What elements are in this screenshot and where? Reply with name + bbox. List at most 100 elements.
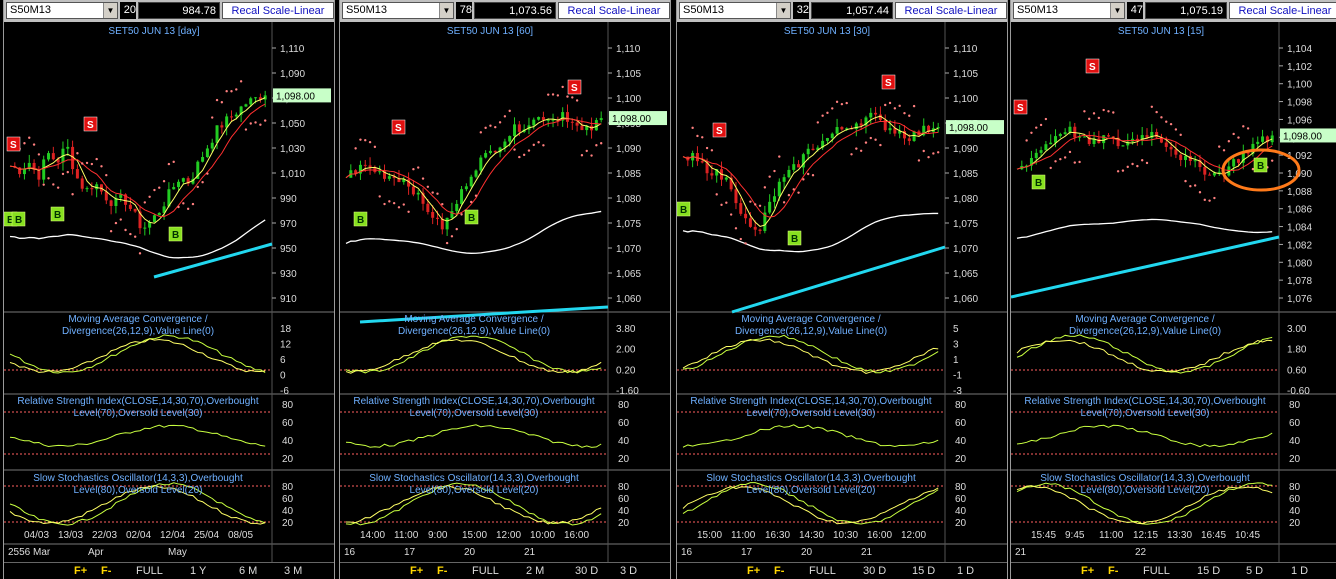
range-button[interactable]: 3 D [620,565,638,577]
symbol-select[interactable]: S50M13 ▼ [342,2,454,19]
rsi-title: Relative Strength Index(CLOSE,14,30,70),… [690,396,932,419]
sar-dot [474,194,478,197]
sar-dot [489,124,492,127]
zoom-in-button[interactable]: F+ [74,565,88,577]
recal-scale-button[interactable]: Recal Scale-Linear [222,2,334,19]
buy-signal-marker [168,226,183,242]
chevron-down-icon[interactable]: ▼ [103,3,117,18]
candlestick [580,125,584,131]
x-tick-label: 16:00 [867,530,892,541]
price-chart[interactable]: 1,1101,1051,1001,0951,0901,0851,0801,075… [677,22,1007,562]
chart-toolbar: S50M13 ▼ 78 1,073.56 Recal Scale-Linear [340,0,670,22]
range-button[interactable]: 5 D [1246,565,1264,577]
candlestick [806,148,810,155]
zoom-in-button[interactable]: F+ [747,565,761,577]
recal-scale-button[interactable]: Recal Scale-Linear [895,2,1007,19]
range-button[interactable]: 1 D [1291,565,1309,577]
recal-scale-button[interactable]: Recal Scale-Linear [558,2,670,19]
range-button[interactable]: FULL [472,565,499,577]
zoom-out-button[interactable]: F- [774,565,785,577]
zoom-out-button[interactable]: F- [1108,565,1119,577]
y-tick-label: 1,060 [616,294,641,305]
last-price-label [1280,128,1336,143]
chart-panel: S50M13 ▼ 47 1,075.19 Recal Scale-Linear SE… [1010,0,1336,579]
interval-value: 47 [1127,2,1143,19]
zoom-in-button[interactable]: F+ [1081,565,1095,577]
range-toolbar: F+ F- FULL 1 Y 6 M 3 M [4,562,334,579]
range-button[interactable]: 6 M [239,565,258,577]
sar-dot [903,111,906,115]
candlestick [181,178,185,182]
y-tick-label: 1,065 [616,269,641,280]
svg-text:B: B [1035,178,1042,189]
candlestick [888,128,892,131]
y-tick-label: 1,010 [280,169,305,180]
sar-dot [1131,162,1134,166]
candlestick [1198,160,1202,168]
sar-dot [158,186,161,189]
candlestick [748,218,752,227]
candlestick [66,146,70,149]
interval-value: 78 [456,2,472,19]
chart-title: SET50 JUN 13 [day] [108,26,200,37]
range-button[interactable]: FULL [136,565,163,577]
price-chart[interactable]: 1,1101,1051,1001,0951,0901,0851,0801,075… [340,22,670,562]
buy-signal-marker [353,211,368,227]
zoom-out-button[interactable]: F- [437,565,448,577]
range-button[interactable]: FULL [809,565,836,577]
range-button[interactable]: 1 Y [190,565,207,577]
sar-dot [402,203,405,206]
sar-dot [912,104,916,108]
candlestick [172,187,176,190]
range-button[interactable]: 30 D [575,565,599,577]
sar-dot [426,185,430,188]
range-button[interactable]: 1 D [957,565,975,577]
candlestick [763,212,767,231]
stoch-tick-label: 20 [282,518,294,529]
range-button[interactable]: 30 D [863,565,887,577]
macd-tick-label: -0.60 [1287,386,1310,397]
sar-dot [153,188,156,192]
sell-signal-marker [567,79,582,95]
chevron-down-icon[interactable]: ▼ [776,3,790,18]
candlestick [575,122,579,126]
range-button[interactable]: 2 M [526,565,545,577]
symbol-select[interactable]: S50M13 ▼ [6,2,118,19]
sar-dot [1174,128,1178,131]
candlestick [354,170,358,174]
candlestick [816,147,820,151]
range-button[interactable]: 15 D [912,565,936,577]
zoom-out-button[interactable]: F- [101,565,112,577]
macd-tick-label: -3 [953,386,962,397]
sar-dot [845,101,848,105]
candlestick [249,98,253,105]
sar-dot [561,85,564,89]
sar-dot [373,145,377,149]
x-tick-label: 9:00 [428,530,448,541]
candlestick [710,173,714,176]
symbol-select[interactable]: S50M13 ▼ [1013,2,1125,19]
macd-title: Moving Average Convergence / Divergence(… [734,314,888,337]
range-button[interactable]: 3 M [284,565,303,577]
sar-dot [936,151,940,154]
chevron-down-icon[interactable]: ▼ [1110,3,1124,18]
x-tick-label: 12:15 [1133,530,1158,541]
range-button[interactable]: 15 D [1197,565,1221,577]
price-chart[interactable]: 1,1041,1021,1001,0981,0961,0941,0921,090… [1011,22,1336,562]
range-button[interactable]: FULL [1143,565,1170,577]
candlestick [363,164,367,166]
candlestick [368,165,372,168]
sar-dot [66,170,69,174]
zoom-in-button[interactable]: F+ [410,565,424,577]
chevron-down-icon[interactable]: ▼ [439,3,453,18]
sar-dot [1213,196,1216,200]
recal-scale-button[interactable]: Recal Scale-Linear [1229,2,1336,19]
moving-average-line [345,118,602,215]
candlestick [42,159,46,180]
price-chart[interactable]: 1,1101,0901,0701,0501,0301,0109909709509… [4,22,334,562]
sell-signal-marker [1013,99,1028,115]
candlestick [1256,141,1260,144]
sar-dot [816,121,820,124]
y-tick-label: 1,100 [1287,80,1312,91]
symbol-select[interactable]: S50M13 ▼ [679,2,791,19]
